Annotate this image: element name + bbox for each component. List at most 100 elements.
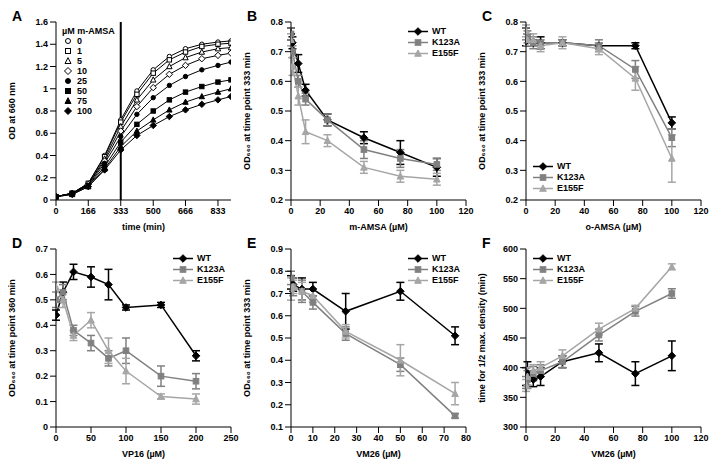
svg-text:200: 200	[188, 433, 203, 443]
svg-text:20: 20	[315, 206, 325, 216]
svg-text:1: 1	[43, 84, 48, 94]
svg-text:0.7: 0.7	[270, 288, 283, 298]
svg-text:0: 0	[43, 195, 48, 205]
svg-text:time for 1/2 max. density (min: time for 1/2 max. density (min)	[478, 273, 487, 403]
svg-text:120: 120	[693, 433, 708, 443]
svg-text:0.4: 0.4	[35, 151, 48, 161]
svg-text:100: 100	[664, 433, 679, 443]
svg-text:120: 120	[458, 206, 473, 216]
svg-text:m-AMSA (µM): m-AMSA (µM)	[349, 222, 407, 232]
svg-text:0.9: 0.9	[270, 244, 283, 254]
svg-text:600: 600	[503, 244, 518, 254]
svg-text:833: 833	[210, 206, 225, 216]
svg-text:666: 666	[178, 206, 193, 216]
svg-text:1.6: 1.6	[35, 17, 48, 27]
svg-text:0: 0	[288, 433, 293, 443]
svg-text:0.4: 0.4	[35, 320, 48, 330]
svg-text:60: 60	[417, 433, 427, 443]
svg-text:20: 20	[550, 206, 560, 216]
svg-text:0.6: 0.6	[270, 77, 283, 87]
svg-text:0.8: 0.8	[270, 266, 283, 276]
svg-text:100: 100	[429, 206, 444, 216]
svg-text:0: 0	[53, 206, 58, 216]
svg-text:0.1: 0.1	[270, 422, 283, 432]
svg-text:166: 166	[81, 206, 96, 216]
svg-text:VP16 (µM): VP16 (µM)	[122, 449, 165, 459]
svg-text:70: 70	[439, 433, 449, 443]
svg-text:350: 350	[503, 392, 518, 402]
svg-text:0.2: 0.2	[270, 195, 283, 205]
svg-text:0.7: 0.7	[270, 47, 283, 57]
svg-text:0.2: 0.2	[35, 371, 48, 381]
svg-text:100: 100	[118, 433, 133, 443]
svg-text:500: 500	[503, 303, 518, 313]
svg-text:OD₆₆₀ at time point 360 min: OD₆₆₀ at time point 360 min	[8, 279, 17, 397]
svg-text:0.5: 0.5	[270, 333, 283, 343]
svg-text:500: 500	[146, 206, 161, 216]
svg-text:0.6: 0.6	[35, 269, 48, 279]
svg-text:150: 150	[153, 433, 168, 443]
svg-text:0.1: 0.1	[35, 396, 48, 406]
svg-text:VM26 (µM): VM26 (µM)	[356, 449, 401, 459]
svg-text:0.4: 0.4	[505, 136, 518, 146]
svg-text:120: 120	[693, 206, 708, 216]
svg-text:0: 0	[53, 433, 58, 443]
svg-text:450: 450	[503, 333, 518, 343]
svg-text:0.6: 0.6	[505, 77, 518, 87]
svg-text:40: 40	[579, 206, 589, 216]
svg-text:OD at 660 nm: OD at 660 nm	[8, 82, 17, 140]
svg-text:550: 550	[503, 273, 518, 283]
svg-text:80: 80	[638, 206, 648, 216]
svg-text:0.5: 0.5	[270, 106, 283, 116]
svg-text:60: 60	[608, 206, 618, 216]
svg-text:0.7: 0.7	[35, 244, 48, 254]
svg-text:0.6: 0.6	[270, 310, 283, 320]
svg-text:0.4: 0.4	[270, 355, 283, 365]
svg-text:0.5: 0.5	[35, 295, 48, 305]
svg-text:VM26 (µM): VM26 (µM)	[591, 449, 636, 459]
svg-text:1.2: 1.2	[35, 62, 48, 72]
svg-text:40: 40	[344, 206, 354, 216]
svg-text:0: 0	[523, 206, 528, 216]
svg-text:300: 300	[503, 422, 518, 432]
svg-text:40: 40	[373, 433, 383, 443]
svg-text:0.2: 0.2	[35, 173, 48, 183]
svg-text:0.3: 0.3	[270, 377, 283, 387]
svg-text:OD₆₆₀ at time point 333 min: OD₆₆₀ at time point 333 min	[243, 279, 252, 397]
svg-text:80: 80	[403, 206, 413, 216]
svg-text:0.5: 0.5	[505, 106, 518, 116]
svg-text:0: 0	[288, 206, 293, 216]
svg-text:1.4: 1.4	[35, 39, 48, 49]
svg-text:OD₆₆₀ at time point 333 min: OD₆₆₀ at time point 333 min	[243, 52, 252, 170]
svg-text:80: 80	[638, 433, 648, 443]
svg-text:100: 100	[664, 206, 679, 216]
svg-text:400: 400	[503, 362, 518, 372]
svg-text:50: 50	[395, 433, 405, 443]
svg-text:0.4: 0.4	[270, 136, 283, 146]
svg-text:0: 0	[43, 422, 48, 432]
svg-text:10: 10	[308, 433, 318, 443]
svg-text:60: 60	[608, 433, 618, 443]
svg-text:20: 20	[550, 433, 560, 443]
svg-text:0.8: 0.8	[505, 17, 518, 27]
svg-text:80: 80	[461, 433, 471, 443]
svg-text:0.3: 0.3	[35, 345, 48, 355]
svg-text:30: 30	[352, 433, 362, 443]
svg-text:0.3: 0.3	[505, 166, 518, 176]
svg-text:40: 40	[579, 433, 589, 443]
svg-text:20: 20	[330, 433, 340, 443]
svg-text:0.7: 0.7	[505, 47, 518, 57]
svg-text:0.2: 0.2	[505, 195, 518, 205]
svg-text:0.3: 0.3	[270, 166, 283, 176]
svg-text:0.2: 0.2	[270, 399, 283, 409]
svg-text:50: 50	[86, 433, 96, 443]
svg-text:o-AMSA (µM): o-AMSA (µM)	[586, 222, 642, 232]
svg-text:OD₆₆₀ at time point 333 min: OD₆₆₀ at time point 333 min	[478, 52, 487, 170]
svg-text:0.6: 0.6	[35, 128, 48, 138]
svg-text:333: 333	[113, 206, 128, 216]
svg-text:0.8: 0.8	[35, 106, 48, 116]
svg-text:time (min): time (min)	[122, 222, 165, 232]
svg-text:250: 250	[223, 433, 238, 443]
svg-text:0.8: 0.8	[270, 17, 283, 27]
svg-text:60: 60	[373, 206, 383, 216]
